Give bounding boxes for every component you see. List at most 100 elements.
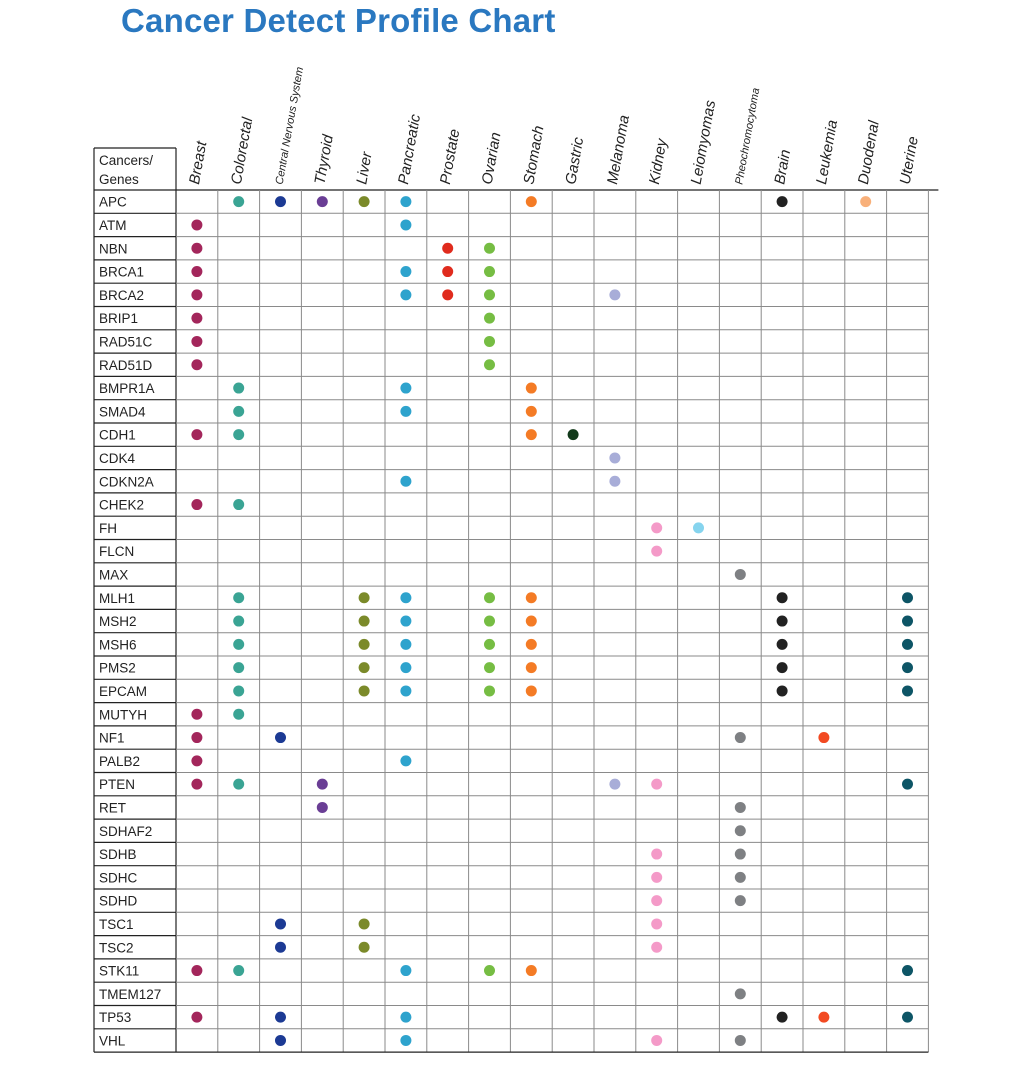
dot-cdkn2a-melanoma xyxy=(609,475,621,487)
gene-label-sdhaf2: SDHAF2 xyxy=(99,824,152,839)
dot-apc-central-nervous-system xyxy=(275,196,286,208)
dot-sdhc-kidney xyxy=(651,871,663,883)
dot-pms2-colorectal xyxy=(233,662,245,674)
dot-vhl-central-nervous-system xyxy=(275,1034,286,1046)
dot-smad4-colorectal xyxy=(233,405,245,417)
dot-vhl-kidney xyxy=(651,1034,663,1046)
dot-bmpr1a-pancreatic xyxy=(400,382,412,394)
dot-sdhd-pheochromocytoma xyxy=(734,895,746,907)
dot-apc-liver xyxy=(358,196,370,208)
dot-atm-breast xyxy=(191,219,203,231)
dot-msh6-brain xyxy=(776,638,788,650)
corner-label-line: Cancers/ xyxy=(99,153,153,168)
dot-palb2-breast xyxy=(191,755,203,767)
dot-cdh1-colorectal xyxy=(233,429,245,441)
corner-header: Cancers/Genes xyxy=(99,153,153,187)
dot-epcam-uterine xyxy=(902,685,913,697)
dot-tsc2-kidney xyxy=(651,941,663,953)
dot-brca1-prostate xyxy=(442,266,454,278)
column-label-uterine: Uterine xyxy=(897,135,922,186)
gene-label-cdkn2a: CDKN2A xyxy=(99,474,154,489)
dot-pms2-stomach xyxy=(525,662,537,674)
dot-msh6-ovarian xyxy=(484,638,495,650)
dot-fh-leiomyomas xyxy=(693,522,704,534)
dot-sdhd-kidney xyxy=(651,895,663,907)
dot-pten-kidney xyxy=(651,778,663,790)
dot-tp53-uterine xyxy=(902,1011,913,1023)
gene-label-tp53: TP53 xyxy=(99,1010,131,1025)
dot-ret-thyroid xyxy=(316,801,328,813)
dot-stk11-uterine xyxy=(902,965,913,977)
dot-mlh1-ovarian xyxy=(484,592,495,604)
dot-tp53-breast xyxy=(191,1011,203,1023)
dot-stk11-ovarian xyxy=(484,965,495,977)
column-label-pheochromocytoma: Pheochromocytoma xyxy=(733,87,762,185)
dot-stk11-pancreatic xyxy=(400,965,412,977)
column-label-leiomyomas: Leiomyomas xyxy=(688,99,720,186)
dot-brca1-breast xyxy=(191,266,203,278)
dot-msh6-colorectal xyxy=(233,638,245,650)
column-label-stomach: Stomach xyxy=(520,124,547,185)
gene-label-cdh1: CDH1 xyxy=(99,428,136,443)
dot-chek2-breast xyxy=(191,499,203,511)
column-label-central-nervous-system: Central Nervous System xyxy=(274,66,307,185)
dot-stk11-stomach xyxy=(525,965,537,977)
column-label-breast: Breast xyxy=(186,139,210,185)
dot-brca2-pancreatic xyxy=(400,289,412,301)
dot-msh2-uterine xyxy=(902,615,913,627)
dot-epcam-ovarian xyxy=(484,685,495,697)
dot-mlh1-uterine xyxy=(902,592,913,604)
gene-label-epcam: EPCAM xyxy=(99,684,147,699)
gene-label-nf1: NF1 xyxy=(99,731,125,746)
chart-title: Cancer Detect Profile Chart xyxy=(121,2,556,39)
column-label-kidney: Kidney xyxy=(646,136,671,186)
dot-nf1-breast xyxy=(191,732,203,744)
dot-tsc1-central-nervous-system xyxy=(275,918,286,930)
dot-msh2-colorectal xyxy=(233,615,245,627)
column-label-melanoma: Melanoma xyxy=(604,114,633,186)
gene-label-mutyh: MUTYH xyxy=(99,707,147,722)
dot-palb2-pancreatic xyxy=(400,755,412,767)
gene-label-palb2: PALB2 xyxy=(99,754,140,769)
gene-label-bmpr1a: BMPR1A xyxy=(99,381,155,396)
dot-cdkn2a-pancreatic xyxy=(400,475,412,487)
dot-bmpr1a-stomach xyxy=(525,382,537,394)
dot-apc-pancreatic xyxy=(400,196,412,208)
dot-brip1-breast xyxy=(191,312,203,324)
dot-ret-pheochromocytoma xyxy=(734,801,746,813)
dot-rad51c-ovarian xyxy=(484,335,495,347)
dot-mutyh-colorectal xyxy=(233,708,245,720)
dot-tp53-central-nervous-system xyxy=(275,1011,286,1023)
dot-msh2-ovarian xyxy=(484,615,495,627)
dot-pten-thyroid xyxy=(316,778,328,790)
column-label-pancreatic: Pancreatic xyxy=(395,112,424,185)
dot-apc-stomach xyxy=(525,196,537,208)
dot-msh6-liver xyxy=(358,638,370,650)
dot-tsc1-kidney xyxy=(651,918,663,930)
dot-flcn-kidney xyxy=(651,545,663,557)
dot-nbn-breast xyxy=(191,242,203,254)
gene-label-brca1: BRCA1 xyxy=(99,265,144,280)
grid-lines xyxy=(93,147,939,1053)
dot-max-pheochromocytoma xyxy=(734,568,746,580)
gene-label-pms2: PMS2 xyxy=(99,661,136,676)
dot-chek2-colorectal xyxy=(233,499,245,511)
dot-cdh1-gastric xyxy=(567,429,579,441)
dot-brca2-prostate xyxy=(442,289,454,301)
dot-fh-kidney xyxy=(651,522,663,534)
gene-label-flcn: FLCN xyxy=(99,544,134,559)
dot-pms2-ovarian xyxy=(484,662,495,674)
dot-sdhc-pheochromocytoma xyxy=(734,871,746,883)
gene-label-pten: PTEN xyxy=(99,777,135,792)
dot-nbn-prostate xyxy=(442,242,454,254)
column-label-colorectal: Colorectal xyxy=(228,116,257,186)
column-label-duodenal: Duodenal xyxy=(855,119,883,186)
column-label-brain: Brain xyxy=(771,148,794,185)
gene-label-smad4: SMAD4 xyxy=(99,404,146,419)
dot-epcam-pancreatic xyxy=(400,685,412,697)
dot-msh6-uterine xyxy=(902,638,913,650)
gene-label-msh6: MSH6 xyxy=(99,637,137,652)
dot-pten-melanoma xyxy=(609,778,621,790)
dot-cdh1-breast xyxy=(191,429,203,441)
gene-labels: APC ATM NBN BRCA1 BRCA2 BRIP1 RAD51C RAD51D BMPR… xyxy=(99,195,161,1049)
